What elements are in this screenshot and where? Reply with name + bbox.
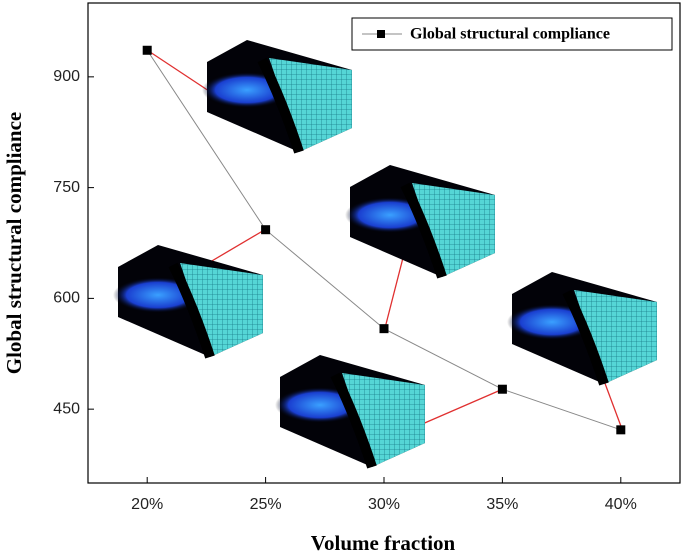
x-tick-label: 25% (250, 496, 282, 513)
y-tick-label: 750 (53, 179, 80, 196)
y-tick-label: 600 (53, 290, 80, 307)
x-tick-label: 20% (131, 496, 163, 513)
x-tick-label: 30% (368, 496, 400, 513)
x-tick-label: 35% (486, 496, 518, 513)
legend-label: Global structural compliance (410, 26, 610, 43)
legend-marker (377, 30, 385, 38)
inset-image (113, 245, 263, 357)
y-tick-label: 900 (53, 68, 80, 85)
y-tick-label: 450 (53, 400, 80, 417)
point-marker (616, 425, 626, 435)
legend: Global structural compliance (351, 17, 673, 51)
legend-box (351, 17, 673, 51)
point-marker (142, 45, 152, 55)
point-marker (261, 225, 271, 235)
inset-image (507, 272, 657, 384)
x-axis-label: Volume fraction (311, 531, 456, 555)
inset-image (202, 40, 352, 152)
y-axis-label: Global structural compliance (2, 112, 26, 374)
inset-image (275, 355, 425, 467)
point-marker (379, 324, 389, 334)
point-marker (497, 384, 507, 394)
x-tick-label: 40% (605, 496, 637, 513)
inset-image (345, 165, 495, 277)
